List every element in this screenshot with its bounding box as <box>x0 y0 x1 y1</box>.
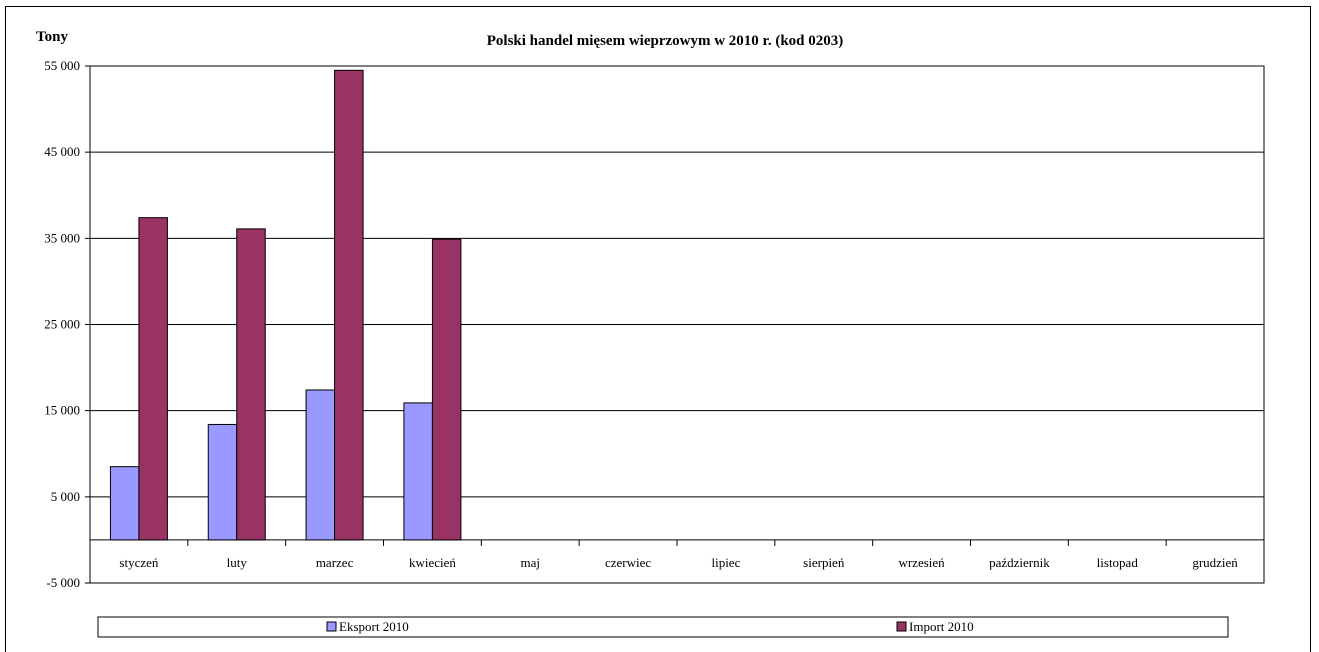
category-label: wrzesień <box>898 555 945 570</box>
y-tick-label: 25 000 <box>44 317 80 332</box>
category-label: luty <box>227 555 248 570</box>
bar-eksport <box>207 423 238 541</box>
y-tick-label: 35 000 <box>44 230 80 245</box>
category-label: styczeń <box>119 555 158 570</box>
category-label: sierpień <box>803 555 845 570</box>
category-label: czerwiec <box>605 555 651 570</box>
chart-title: Polski handel mięsem wieprzowym w 2010 r… <box>487 33 844 49</box>
category-label: październik <box>989 555 1050 570</box>
y-tick-label: 5 000 <box>51 489 80 504</box>
category-label: grudzień <box>1192 555 1238 570</box>
bar-eksport <box>305 389 336 541</box>
bar-import <box>431 238 462 541</box>
category-label: lipiec <box>711 555 740 570</box>
gridlines <box>85 65 1265 584</box>
chart-frame <box>5 6 1311 652</box>
bar-import <box>334 69 364 541</box>
legend-label: Import 2010 <box>909 619 974 634</box>
legend: Eksport 2010 Import 2010 <box>97 616 1229 638</box>
category-label: maj <box>521 555 541 570</box>
y-tick-label: 55 000 <box>44 58 80 73</box>
bar-import <box>138 217 168 541</box>
bar-eksport <box>109 466 140 541</box>
bars <box>109 69 462 541</box>
bar-eksport <box>403 402 433 541</box>
y-tick-label: 15 000 <box>44 403 80 418</box>
y-tick-label: -5 000 <box>46 575 80 590</box>
category-label: marzec <box>316 555 354 570</box>
legend-swatch <box>896 621 907 632</box>
category-labels: styczeń luty marzec kwiecień maj czerwiec lipi… <box>119 555 1238 570</box>
y-tick-labels: -5 000 5 000 15 000 25 000 35 000 45 000 55 00… <box>44 58 80 590</box>
legend-box <box>97 616 1229 638</box>
bar-import <box>236 228 266 541</box>
category-label: listopad <box>1097 555 1139 570</box>
legend-label: Eksport 2010 <box>339 619 409 634</box>
category-label: kwiecień <box>409 555 456 570</box>
y-tick-label: 45 000 <box>44 144 80 159</box>
legend-swatch <box>326 621 337 632</box>
y-axis-label: Tony <box>36 29 68 45</box>
